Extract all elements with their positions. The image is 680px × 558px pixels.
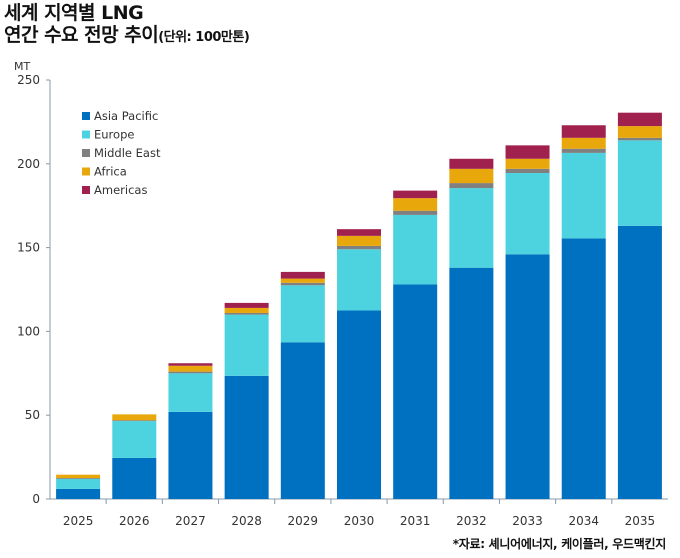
bar-segment-americas <box>505 145 550 159</box>
y-axis-label: MT <box>14 60 30 73</box>
bar-segment-africa <box>56 474 101 479</box>
bar-segment-asia-pacific <box>393 284 438 499</box>
bar-segment-middle-east <box>561 148 606 153</box>
bar-segment-europe <box>617 140 662 226</box>
bar-segment-middle-east <box>505 168 550 174</box>
bar-segment-europe <box>561 152 606 239</box>
bar-segment-asia-pacific <box>112 457 157 499</box>
bar-segment-africa <box>168 365 213 372</box>
bar-segment-europe <box>224 314 269 376</box>
bar-segment-asia-pacific <box>617 225 662 499</box>
chart-title-main: 연간 수요 전망 추이 <box>4 24 159 46</box>
bar-segment-europe <box>112 421 157 458</box>
legend-swatch <box>82 130 90 139</box>
bar-segment-asia-pacific <box>337 310 381 499</box>
bar-segment-middle-east <box>617 137 662 141</box>
bar-segment-middle-east <box>112 420 157 422</box>
x-tick-label: 2029 <box>288 514 319 528</box>
legend-swatch <box>82 149 90 157</box>
y-tick-label: 50 <box>25 408 40 422</box>
legend-swatch <box>82 112 90 120</box>
bar-segment-asia-pacific <box>561 238 606 499</box>
bar-segment-americas <box>280 271 325 279</box>
bar-segment-americas <box>449 158 494 169</box>
bar-segment-middle-east <box>224 312 269 315</box>
bar-segment-africa <box>617 126 662 138</box>
y-tick-label: 150 <box>17 241 40 255</box>
bar-segment-africa <box>505 158 550 169</box>
bar-segment-middle-east <box>449 183 494 189</box>
bar-segment-asia-pacific <box>168 411 213 499</box>
bar-segment-africa <box>337 235 381 246</box>
bar-segment-americas <box>393 190 438 199</box>
bar-segment-africa <box>112 414 157 421</box>
legend-swatch <box>82 167 90 176</box>
y-tick-label: 100 <box>17 324 40 338</box>
bar-segment-middle-east <box>168 371 213 374</box>
bar-segment-americas <box>617 112 662 127</box>
x-tick-label: 2034 <box>568 514 599 528</box>
bar-segment-africa <box>224 307 269 313</box>
bar-segment-middle-east <box>337 245 381 250</box>
bar-segment-europe <box>168 373 213 412</box>
bar-segment-asia-pacific <box>505 254 550 499</box>
x-tick-label: 2027 <box>175 514 206 528</box>
bar-segment-europe <box>393 214 438 285</box>
source-note: *자료: 셰니어에너지, 케이플러, 우드맥킨지 <box>452 537 667 551</box>
y-tick-label: 0 <box>32 492 40 506</box>
bar-segment-middle-east <box>393 210 438 215</box>
x-tick-label: 2031 <box>400 514 431 528</box>
bar-segment-asia-pacific <box>56 488 101 499</box>
bar-segment-europe <box>56 478 101 489</box>
bar-segment-europe <box>449 188 494 268</box>
chart-title-line2: 연간 수요 전망 추이(단위: 100만톤) <box>4 24 250 49</box>
legend-label: Asia Pacific <box>94 109 158 123</box>
bar-segment-africa <box>280 278 325 283</box>
legend-label: Middle East <box>94 146 161 160</box>
bar-segment-europe <box>505 173 550 255</box>
bar-segment-africa <box>393 198 438 211</box>
x-tick-label: 2032 <box>456 514 487 528</box>
x-tick-label: 2035 <box>625 514 656 528</box>
bar-segment-americas <box>337 229 381 236</box>
bar-segment-middle-east <box>56 478 101 479</box>
chart-title-line1: 세계 지역별 LNG <box>4 2 144 24</box>
x-tick-label: 2030 <box>344 514 375 528</box>
bar-segment-americas <box>224 302 269 308</box>
x-tick-label: 2026 <box>119 514 150 528</box>
unit-note: (단위: 100만톤) <box>158 30 250 45</box>
legend-label: Africa <box>94 165 127 179</box>
bar-segment-africa <box>449 168 494 184</box>
x-tick-label: 2028 <box>231 514 262 528</box>
x-tick-label: 2033 <box>512 514 543 528</box>
bar-segment-americas <box>168 363 213 366</box>
bar-segment-asia-pacific <box>449 267 494 499</box>
y-tick-label: 250 <box>17 73 40 87</box>
bar-segment-asia-pacific <box>280 342 325 499</box>
legend-swatch <box>82 186 90 194</box>
bar-segment-asia-pacific <box>224 375 269 499</box>
bar-segment-europe <box>337 249 381 311</box>
bar-segment-europe <box>280 285 325 343</box>
bar-segment-americas <box>561 125 606 138</box>
y-tick-label: 200 <box>17 157 40 171</box>
x-tick-label: 2025 <box>63 514 94 528</box>
legend-label: Europe <box>94 128 134 142</box>
legend-label: Americas <box>94 183 147 197</box>
bar-segment-africa <box>561 137 606 149</box>
bar-segment-middle-east <box>280 282 325 286</box>
